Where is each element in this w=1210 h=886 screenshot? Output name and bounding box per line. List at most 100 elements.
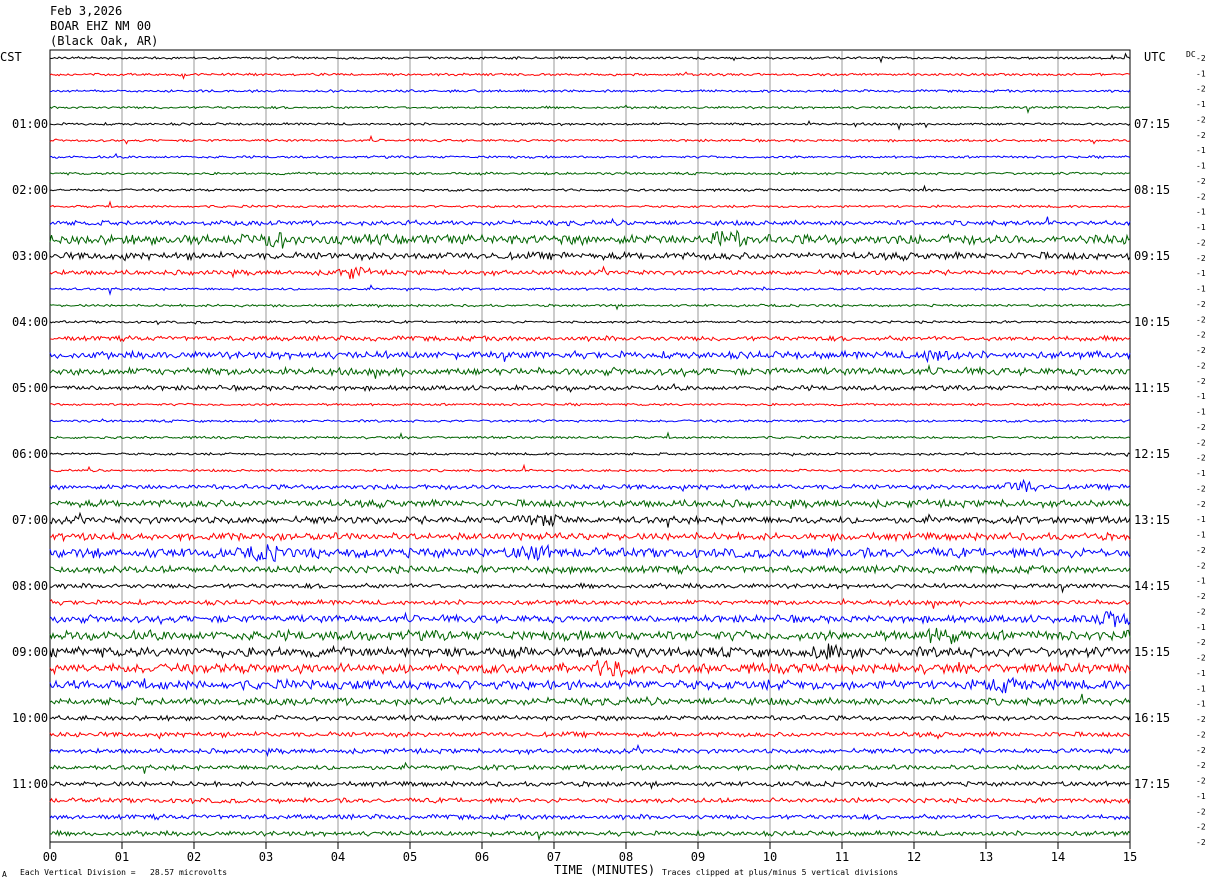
utc-hour-label: 17:15: [1134, 777, 1170, 791]
dc-offset-label: -1: [1196, 577, 1206, 586]
x-tick-label: 05: [403, 850, 417, 864]
utc-hour-label: 08:15: [1134, 183, 1170, 197]
cst-hour-label: 09:00: [12, 645, 48, 659]
dc-offset-label: -2: [1196, 438, 1206, 447]
trace-line: [49, 334, 1131, 343]
corner-mark: A: [2, 870, 7, 879]
trace-line: [49, 184, 1131, 193]
dc-label: DC: [1186, 50, 1196, 59]
utc-hour-label: 12:15: [1134, 447, 1170, 461]
trace-line: [49, 761, 1131, 774]
trace-line: [49, 627, 1131, 645]
dc-offset-label: -2: [1196, 131, 1206, 140]
cst-hour-label: 02:00: [12, 183, 48, 197]
left-axis-label: CST: [0, 50, 22, 64]
x-tick-label: 09: [691, 850, 705, 864]
x-tick-label: 00: [43, 850, 57, 864]
x-tick-label: 10: [763, 850, 777, 864]
dc-offset-label: -2: [1196, 254, 1206, 263]
scale-note: Each Vertical Division = 28.57 microvolt…: [20, 868, 228, 877]
dc-offset-label: -1: [1196, 408, 1206, 417]
dc-offset-label: -2: [1196, 484, 1206, 493]
trace-line: [49, 402, 1131, 407]
x-tick-label: 14: [1051, 850, 1065, 864]
header-date: Feb 3,2026: [50, 4, 123, 18]
dc-offset-label: -1: [1196, 146, 1206, 155]
dc-offset-label: -1: [1196, 69, 1206, 78]
trace-line: [49, 451, 1131, 458]
x-tick-label: 03: [259, 850, 273, 864]
utc-hour-label: 10:15: [1134, 315, 1170, 329]
x-axis-label: TIME (MINUTES): [554, 863, 656, 877]
trace-line: [49, 303, 1131, 311]
trace-line: [49, 693, 1131, 708]
dc-offset-label: -1: [1196, 223, 1206, 232]
right-axis-label: UTC: [1144, 50, 1166, 64]
dc-offset-label: -2: [1196, 315, 1206, 324]
trace-line: [49, 676, 1131, 694]
dc-offset-label: -1: [1196, 700, 1206, 709]
dc-offset-label: -1: [1196, 669, 1206, 678]
cst-hour-label: 04:00: [12, 315, 48, 329]
dc-offset-label: -2: [1196, 54, 1206, 63]
cst-hour-label: 01:00: [12, 117, 48, 131]
utc-hour-label: 14:15: [1134, 579, 1170, 593]
trace-line: [49, 743, 1131, 758]
x-tick-label: 02: [187, 850, 201, 864]
utc-hour-label: 13:15: [1134, 513, 1170, 527]
trace-line: [49, 643, 1131, 660]
trace-line: [49, 200, 1131, 209]
cst-hour-label: 10:00: [12, 711, 48, 725]
x-tick-label: 11: [835, 850, 849, 864]
utc-hour-label: 11:15: [1134, 381, 1170, 395]
x-tick-label: 04: [331, 850, 345, 864]
dc-offset-label: -2: [1196, 777, 1206, 786]
dc-offset-label: -1: [1196, 208, 1206, 217]
dc-offset-label: -2: [1196, 331, 1206, 340]
cst-hour-label: 08:00: [12, 579, 48, 593]
dc-offset-label: -2: [1196, 730, 1206, 739]
trace-line: [49, 319, 1131, 326]
trace-line: [49, 170, 1131, 176]
dc-offset-label: -1: [1196, 792, 1206, 801]
dc-offset-label: -1: [1196, 531, 1206, 540]
trace-line: [49, 511, 1131, 528]
dc-offset-label: -1: [1196, 162, 1206, 171]
trace-line: [49, 780, 1131, 790]
dc-offset-label: -2: [1196, 638, 1206, 647]
trace-line: [49, 813, 1131, 821]
trace-line: [49, 119, 1131, 131]
dc-offset-label: -2: [1196, 592, 1206, 601]
trace-line: [49, 660, 1131, 678]
trace-line: [49, 134, 1131, 145]
dc-offset-label: -1: [1196, 623, 1206, 632]
trace-line: [49, 71, 1131, 80]
trace-line: [49, 265, 1131, 280]
trace-line: [49, 383, 1131, 393]
x-tick-label: 13: [979, 850, 993, 864]
dc-offset-label: -2: [1196, 746, 1206, 755]
trace-line: [50, 88, 1131, 94]
dc-offset-label: -2: [1196, 238, 1206, 247]
trace-line: [49, 610, 1131, 628]
clip-note: Traces clipped at plus/minus 5 vertical …: [662, 868, 899, 877]
x-tick-label: 01: [115, 850, 129, 864]
dc-offset-label: -2: [1196, 177, 1206, 186]
dc-offset-label: -2: [1196, 654, 1206, 663]
trace-line: [49, 216, 1131, 227]
dc-offset-label: -1: [1196, 515, 1206, 524]
cst-hour-label: 03:00: [12, 249, 48, 263]
trace-line: [49, 418, 1131, 424]
dc-offset-label: -1: [1196, 269, 1206, 278]
trace-line: [49, 284, 1131, 296]
dc-offset-label: -2: [1196, 346, 1206, 355]
dc-offset-label: -2: [1196, 546, 1206, 555]
plot-frame: [49, 49, 1131, 843]
dc-offset-label: -2: [1196, 807, 1206, 816]
trace-line: [49, 52, 1131, 64]
trace-line: [49, 498, 1131, 510]
trace-line: [49, 563, 1131, 576]
dc-offset-label: -2: [1196, 361, 1206, 370]
cst-hour-label: 07:00: [12, 513, 48, 527]
